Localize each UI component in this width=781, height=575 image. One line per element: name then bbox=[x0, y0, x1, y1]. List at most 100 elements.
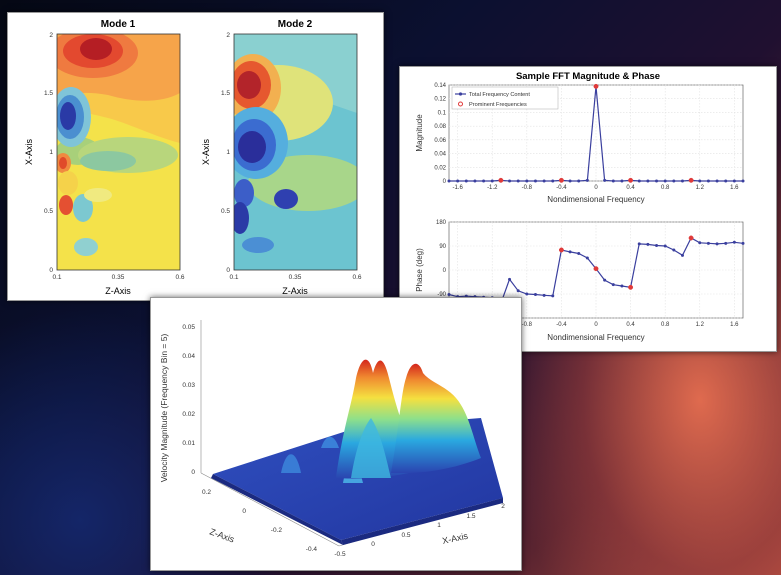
magnitude-data-point bbox=[447, 179, 451, 183]
phase-xtick: 0 bbox=[594, 322, 598, 328]
magnitude-data-point bbox=[482, 179, 486, 183]
phase-prominent-point bbox=[688, 235, 694, 241]
surface-zlabel: Velocity Magnitude (Frequency Bin = 5) bbox=[159, 334, 169, 483]
surface-ytick: -0.2 bbox=[271, 527, 283, 534]
magnitude-data-point bbox=[585, 178, 589, 182]
phase-prominent-point bbox=[628, 284, 634, 290]
phase-xtick: 1.6 bbox=[730, 322, 739, 328]
phase-data-point bbox=[568, 250, 572, 254]
phase-data-point bbox=[724, 241, 728, 245]
phase-data-point bbox=[646, 242, 650, 246]
magnitude-xtick: -0.4 bbox=[556, 185, 567, 191]
legend-total-label: Total Frequency Content bbox=[469, 92, 530, 98]
mode1-contour bbox=[57, 34, 180, 270]
magnitude-prominent-point bbox=[558, 177, 564, 183]
magnitude-xlabel: Nondimensional Frequency bbox=[547, 195, 644, 204]
fft-legend: Total Frequency Content Prominent Freque… bbox=[451, 86, 559, 110]
surface-xtick: 0.5 bbox=[401, 532, 410, 539]
phase-data-point bbox=[542, 293, 546, 297]
magnitude-prominent-point bbox=[688, 177, 694, 183]
magnitude-data-point bbox=[637, 179, 641, 183]
phase-ytick: -90 bbox=[437, 292, 446, 298]
magnitude-xtick: -0.8 bbox=[522, 185, 533, 191]
magnitude-data-point bbox=[577, 179, 581, 183]
magnitude-ytick: 0.02 bbox=[434, 165, 446, 171]
mode2-ytick: 2 bbox=[226, 32, 230, 39]
magnitude-data-point bbox=[680, 179, 684, 183]
surface-xtick: 1.5 bbox=[466, 513, 475, 520]
surface-ytick: 0 bbox=[242, 508, 246, 515]
surface-ztick: 0 bbox=[191, 469, 195, 476]
mode2-title: Mode 2 bbox=[278, 19, 313, 30]
magnitude-xtick: 1.6 bbox=[730, 185, 739, 191]
surface-ylabel: Z-Axis bbox=[208, 526, 236, 544]
magnitude-data-point bbox=[706, 179, 710, 183]
magnitude-data-point bbox=[715, 179, 719, 183]
surface-peak-right bbox=[391, 363, 481, 474]
surface-xlabel: X-Axis bbox=[441, 531, 469, 546]
phase-data-point bbox=[706, 241, 710, 245]
magnitude-data-point bbox=[508, 179, 512, 183]
phase-data-point bbox=[637, 242, 641, 246]
mode-tick-labels: 0.1 0.35 0.6 0 0.5 1 1.5 2 0.1 0.35 0.6 … bbox=[44, 32, 362, 281]
mode1-ytick: 0 bbox=[49, 267, 53, 274]
phase-xtick: -0.8 bbox=[522, 322, 533, 328]
magnitude-data-point bbox=[646, 179, 650, 183]
phase-data-point bbox=[663, 244, 667, 248]
magnitude-prominent-point bbox=[498, 177, 504, 183]
magnitude-xtick: -1.6 bbox=[452, 185, 463, 191]
magnitude-xtick: 0.8 bbox=[661, 185, 670, 191]
magnitude-data-point bbox=[516, 179, 520, 183]
mode2-ytick: 0.5 bbox=[221, 208, 230, 215]
phase-data-point bbox=[732, 240, 736, 244]
surface-ytick: 0.2 bbox=[202, 489, 211, 496]
fft-title: Sample FFT Magnitude & Phase bbox=[516, 71, 660, 82]
magnitude-data-point bbox=[732, 179, 736, 183]
mode-shapes-figure: Mode 1 Mode 2 Z-Axis Z-Axis X-Axis X-Axi… bbox=[24, 19, 362, 296]
magnitude-data-point bbox=[533, 179, 537, 183]
magnitude-ytick: 0.08 bbox=[434, 124, 446, 130]
phase-data-point bbox=[577, 251, 581, 255]
magnitude-xtick: 0.4 bbox=[626, 185, 635, 191]
magnitude-data-point bbox=[473, 179, 477, 183]
phase-data-point bbox=[611, 283, 615, 287]
magnitude-xtick: 0 bbox=[594, 185, 598, 191]
surface-ytick: -0.4 bbox=[306, 546, 318, 553]
mode1-ytick: 0.5 bbox=[44, 208, 53, 215]
phase-data-point bbox=[603, 278, 607, 282]
magnitude-data-point bbox=[663, 179, 667, 183]
legend-prominent-label: Prominent Frequencies bbox=[469, 102, 527, 108]
magnitude-data-point bbox=[603, 178, 607, 182]
surface-ztick: 0.02 bbox=[182, 411, 195, 418]
phase-data-point bbox=[680, 253, 684, 257]
phase-xtick: 0.4 bbox=[626, 322, 635, 328]
mode1-ytick: 1.5 bbox=[44, 90, 53, 97]
phase-data-point bbox=[655, 243, 659, 247]
phase-data-point bbox=[620, 284, 624, 288]
magnitude-xtick: 1.2 bbox=[696, 185, 705, 191]
magnitude-data-point bbox=[490, 179, 494, 183]
phase-data-point bbox=[516, 289, 520, 293]
mode1-ylabel: X-Axis bbox=[24, 139, 34, 166]
phase-data-point bbox=[741, 241, 745, 245]
surface-panel: 0 0.01 0.02 0.03 0.04 0.05 -0.5 0 0.5 1 … bbox=[150, 297, 522, 571]
magnitude-data-point bbox=[672, 179, 676, 183]
surface-ztick: 0.05 bbox=[182, 324, 195, 331]
mode-shapes-panel: Mode 1 Mode 2 Z-Axis Z-Axis X-Axis X-Axi… bbox=[7, 12, 384, 301]
mode1-ytick: 2 bbox=[49, 32, 53, 39]
mode2-xlabel: Z-Axis bbox=[282, 286, 308, 296]
magnitude-ytick: 0.04 bbox=[434, 152, 446, 158]
mode1-xlabel: Z-Axis bbox=[105, 286, 131, 296]
phase-xtick: 0.8 bbox=[661, 322, 670, 328]
legend-line-dot bbox=[458, 92, 463, 96]
surface-ztick: 0.01 bbox=[182, 440, 195, 447]
magnitude-xtick: -1.2 bbox=[487, 185, 498, 191]
phase-data-point bbox=[447, 293, 451, 297]
magnitude-data-point bbox=[698, 179, 702, 183]
surface-xtick: -0.5 bbox=[334, 551, 346, 558]
surface-xtick: 0 bbox=[371, 541, 375, 548]
mode2-ytick: 0 bbox=[226, 267, 230, 274]
magnitude-ytick: 0.1 bbox=[438, 110, 447, 116]
mode1-xtick: 0.6 bbox=[175, 274, 184, 281]
magnitude-data-point bbox=[456, 179, 460, 183]
